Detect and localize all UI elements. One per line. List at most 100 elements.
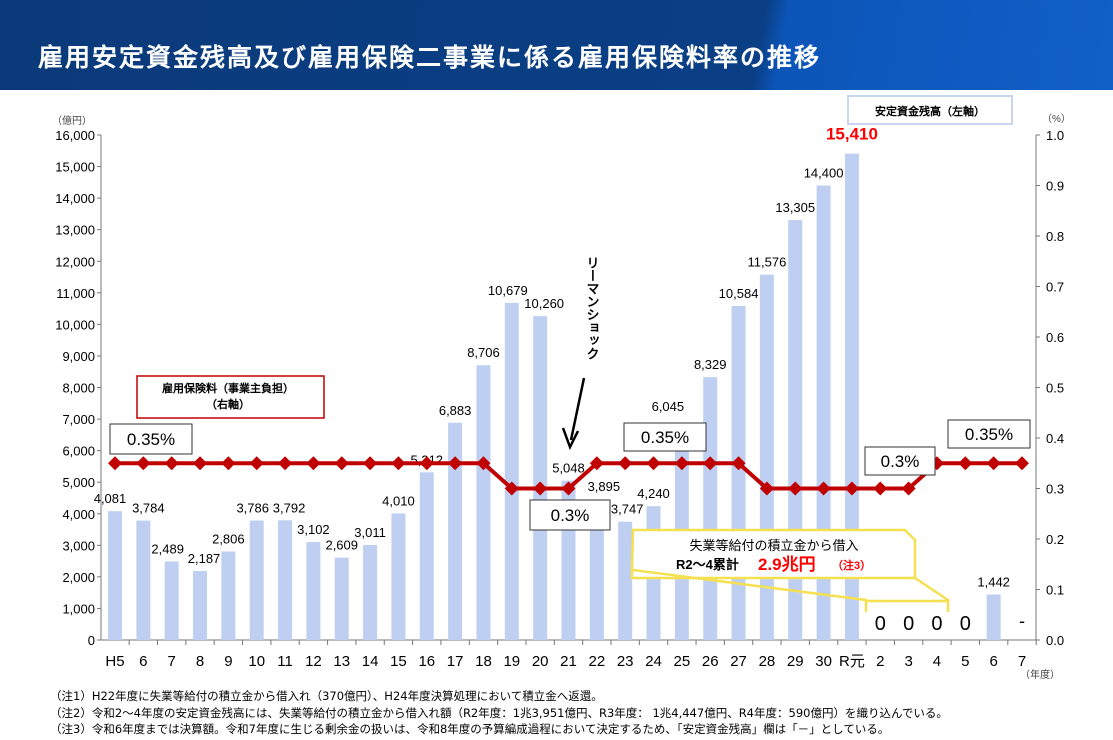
bar-label: 0 bbox=[931, 613, 942, 635]
rate-label: 0.3% bbox=[864, 446, 936, 476]
x-tick-label: 18 bbox=[475, 653, 492, 670]
x-tick-label: 16 bbox=[418, 653, 435, 670]
bar bbox=[476, 365, 491, 640]
page-title: 雇用安定資金残高及び雇用保険二事業に係る雇用保険料率の推移 bbox=[38, 43, 822, 72]
bar bbox=[391, 513, 406, 640]
bar bbox=[164, 561, 179, 640]
bar bbox=[306, 542, 321, 640]
rate-label: 0.35% bbox=[623, 422, 707, 452]
x-tick-label: 15 bbox=[390, 653, 407, 670]
left-tick-label: 9,000 bbox=[62, 349, 95, 364]
x-tick-label: 3 bbox=[904, 653, 912, 670]
x-tick-label: 29 bbox=[787, 653, 804, 670]
x-tick-label: 22 bbox=[589, 653, 606, 670]
left-tick-label: 13,000 bbox=[55, 223, 95, 238]
right-tick-label: 0.2 bbox=[1046, 532, 1064, 547]
rate-marker bbox=[193, 456, 208, 471]
rate-marker bbox=[221, 456, 236, 471]
callout-line2: R2～4累計 bbox=[676, 557, 739, 572]
bar bbox=[136, 520, 151, 640]
left-tick-label: 6,000 bbox=[62, 444, 95, 459]
x-axis-unit: （年度） bbox=[1020, 668, 1060, 681]
loan-callout: 失業等給付の積立金から借入 R2～4累計 2.9兆円 （注3） bbox=[630, 528, 950, 612]
rate-marker bbox=[759, 481, 774, 496]
bar bbox=[589, 517, 604, 640]
bar bbox=[221, 551, 236, 640]
svg-text:0.35%: 0.35% bbox=[965, 425, 1013, 444]
rate-marker bbox=[618, 456, 633, 471]
svg-text:0.35%: 0.35% bbox=[641, 428, 689, 447]
left-tick-label: 11,000 bbox=[56, 286, 95, 301]
bar-label: 6,045 bbox=[652, 399, 685, 414]
bar-label: 14,400 bbox=[804, 166, 844, 181]
left-tick-label: 16,000 bbox=[55, 128, 95, 143]
bar-label: 4,081 bbox=[94, 491, 127, 506]
bar-label: 6,883 bbox=[439, 403, 472, 418]
x-tick-label: 10 bbox=[248, 653, 265, 670]
rate-marker bbox=[844, 481, 859, 496]
right-tick-label: 1.0 bbox=[1046, 128, 1064, 143]
legend-bar-label: 安定資金残高（左軸） bbox=[875, 104, 985, 118]
bar-label: 4,240 bbox=[637, 486, 670, 501]
x-tick-label: 13 bbox=[333, 653, 350, 670]
right-tick-label: 0.8 bbox=[1046, 229, 1064, 244]
bar-label: 3,784 bbox=[132, 501, 165, 516]
footnotes: （注1）H22年度に失業等給付の積立金から借入れ（370億円）、H24年度決算処… bbox=[50, 688, 948, 738]
rate-marker bbox=[816, 481, 831, 496]
x-tick-label: 5 bbox=[961, 653, 969, 670]
right-tick-label: 0.3 bbox=[1046, 482, 1064, 497]
right-axis-unit: （%） bbox=[1042, 113, 1071, 125]
rate-marker bbox=[703, 456, 718, 471]
rate-marker bbox=[164, 456, 179, 471]
rate-marker bbox=[504, 481, 519, 496]
left-tick-label: 1,000 bbox=[62, 601, 95, 616]
rate-marker bbox=[419, 456, 434, 471]
left-tick-label: 5,000 bbox=[62, 475, 95, 490]
lehman-shock-label: リーマンショック bbox=[585, 256, 600, 360]
bar-label: 3,747 bbox=[611, 502, 644, 517]
right-tick-label: 0.4 bbox=[1046, 431, 1064, 446]
rate-marker bbox=[958, 456, 973, 471]
right-tick-label: 0.9 bbox=[1046, 179, 1064, 194]
callout-note: （注3） bbox=[832, 558, 871, 572]
x-tick-label: 4 bbox=[933, 653, 941, 670]
bar-label: 3,786 bbox=[236, 501, 269, 516]
bar-label: 15,410 bbox=[826, 125, 878, 144]
x-tick-label: H5 bbox=[105, 653, 124, 670]
bar-label: 3,102 bbox=[297, 522, 330, 537]
bar bbox=[844, 153, 859, 640]
x-tick-label: 6 bbox=[139, 653, 147, 670]
right-tick-label: 0.0 bbox=[1046, 633, 1064, 648]
bar bbox=[504, 302, 519, 640]
x-tick-label: 28 bbox=[759, 653, 776, 670]
bar bbox=[334, 557, 349, 640]
bar bbox=[618, 521, 633, 640]
legend-line-label: 雇用保険料（事業主負担） bbox=[162, 381, 294, 395]
bar bbox=[193, 570, 208, 640]
svg-text:0.3%: 0.3% bbox=[551, 506, 590, 525]
rate-marker bbox=[986, 456, 1001, 471]
bar-label: 1,442 bbox=[977, 574, 1010, 589]
bars bbox=[108, 153, 1001, 640]
bar-label: 0 bbox=[960, 613, 971, 635]
svg-text:0.35%: 0.35% bbox=[127, 430, 175, 449]
x-tick-label: 27 bbox=[730, 653, 747, 670]
rate-label: 0.35% bbox=[109, 423, 193, 455]
bar bbox=[278, 520, 293, 640]
right-tick-label: 0.5 bbox=[1046, 381, 1064, 396]
left-tick-label: 10,000 bbox=[55, 317, 95, 332]
callout-amount: 2.9兆円 bbox=[758, 555, 816, 574]
bar bbox=[731, 305, 746, 640]
rate-marker bbox=[108, 456, 122, 471]
right-tick-label: 0.6 bbox=[1046, 330, 1064, 345]
bar-label: 8,706 bbox=[467, 345, 500, 360]
rate-label: 0.35% bbox=[947, 419, 1031, 449]
bar-label: 2,609 bbox=[325, 538, 358, 553]
footnote: （注1）H22年度に失業等給付の積立金から借入れ（370億円）、H24年度決算処… bbox=[50, 689, 603, 703]
rate-marker bbox=[561, 481, 576, 496]
rate-marker bbox=[363, 456, 378, 471]
bar-label: 10,679 bbox=[488, 283, 528, 298]
rate-line bbox=[108, 456, 1029, 496]
rate-label: 0.3% bbox=[529, 499, 611, 531]
bar-label: 0 bbox=[875, 613, 886, 635]
